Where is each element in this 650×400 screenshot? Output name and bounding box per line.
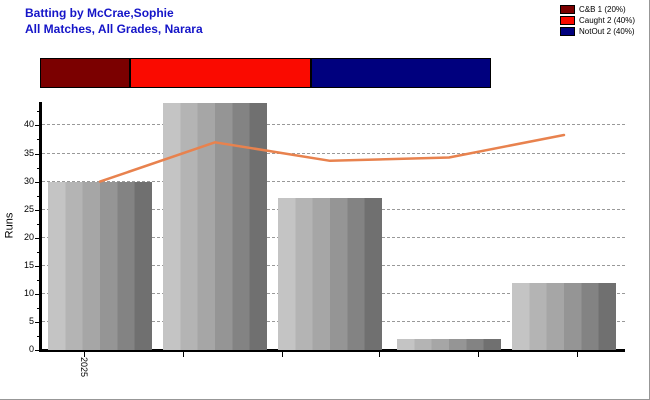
y-tick-label-15: 15 [23,259,34,270]
x-tick-4 [379,352,380,357]
bar-3 [278,198,382,350]
y-tick-10 [35,293,42,295]
bar-5 [512,283,616,350]
legend-item: Caught 2 (40%) [560,16,635,25]
x-tick-2 [183,352,184,357]
x-tick-3 [282,352,283,357]
y-minor-tick [37,223,42,225]
y-tick-0 [35,350,42,351]
gridline-30 [42,180,625,182]
y-tick-35 [35,153,42,155]
segment-caught [130,58,311,88]
y-axis-line [39,102,42,352]
y-tick-label-35: 35 [23,147,34,158]
legend-swatch [560,16,575,25]
x-axis-line [39,349,625,352]
dismissal-stacked-bar [40,58,491,88]
y-tick-40 [35,125,42,127]
x-tick-1 [84,352,85,357]
y-tick-label-0: 0 [28,344,34,354]
legend-label: Caught 2 (40%) [579,16,636,25]
legend: C&B 1 (20%) Caught 2 (40%) NotOut 2 (40%) [560,5,635,38]
y-tick-label-30: 30 [23,175,34,186]
bar-2 [163,103,267,350]
segment-cb [40,58,131,88]
y-tick-15 [35,265,42,267]
bar-4 [397,339,501,350]
chart-title: Batting by McCrae,Sophie [25,6,174,20]
y-minor-tick [37,195,42,197]
gridline-40 [42,124,625,126]
legend-label: NotOut 2 (40%) [579,27,635,36]
y-tick-25 [35,209,42,211]
y-tick-label-40: 40 [23,119,34,130]
gridline-35 [42,152,625,154]
y-minor-tick [37,167,42,169]
y-tick-label-25: 25 [23,203,34,214]
y-minor-tick [37,139,42,141]
legend-swatch [560,27,575,36]
x-tick-6 [577,352,578,357]
x-axis-tick-label: 2025 [79,357,89,378]
y-minor-tick [37,251,42,253]
legend-item: C&B 1 (20%) [560,5,635,14]
y-tick-label-20: 20 [23,231,34,242]
legend-label: C&B 1 (20%) [579,5,626,14]
y-minor-tick [37,279,42,281]
plot-area [42,103,625,350]
bar-1 [48,182,152,350]
chart-subtitle: All Matches, All Grades, Narara [25,22,203,36]
y-tick-20 [35,237,42,239]
y-minor-tick [37,307,42,309]
legend-item: NotOut 2 (40%) [560,27,635,36]
x-tick-5 [478,352,479,357]
y-tick-label-5: 5 [28,315,34,326]
y-tick-label-10: 10 [23,287,34,298]
average-line [98,133,566,183]
y-minor-tick [37,335,42,337]
chart-header: Batting by McCrae,Sophie All Matches, Al… [25,5,203,37]
segment-notout [310,58,491,88]
y-minor-tick [37,111,42,113]
legend-swatch [560,5,575,14]
y-tick-5 [35,321,42,323]
y-tick-30 [35,181,42,183]
